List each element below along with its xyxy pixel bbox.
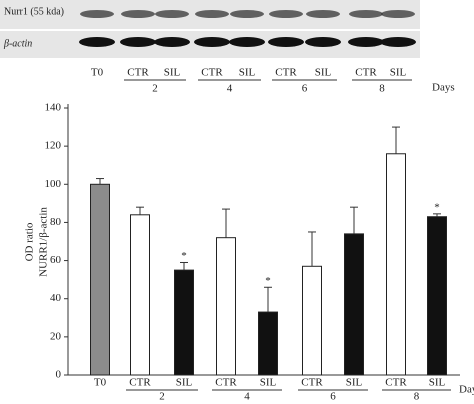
group-label: 2 — [159, 391, 165, 403]
error-bar — [433, 213, 441, 217]
blot-group-label: 8 — [379, 83, 385, 95]
x-tick-label: CTR — [215, 377, 237, 389]
bar — [90, 183, 110, 376]
y-tick-label: 140 — [45, 102, 62, 114]
x-tick-label: SIL — [346, 377, 363, 389]
blot-band — [194, 37, 230, 47]
error-bar — [96, 178, 104, 185]
bar — [130, 214, 150, 376]
y-tick-label: 100 — [45, 178, 62, 190]
blot-lane-label: CTR — [127, 67, 149, 79]
blot-lane-label: SIL — [390, 67, 407, 79]
significance-marker: * — [181, 250, 187, 262]
x-axis-label: Days — [459, 384, 474, 396]
blot-band — [80, 10, 114, 18]
x-tick-label: CTR — [385, 377, 407, 389]
x-tick-label: T0 — [94, 377, 107, 389]
x-tick-label: SIL — [260, 377, 277, 389]
error-bar — [180, 261, 188, 271]
blot-lane-label: SIL — [315, 67, 332, 79]
bar — [258, 311, 278, 376]
group-label: 8 — [414, 391, 420, 403]
blot-band — [306, 10, 340, 18]
y-tick-label: 120 — [45, 140, 62, 152]
y-tick-label: 80 — [50, 216, 62, 228]
blot-lane-label: T0 — [91, 67, 104, 79]
significance-marker: * — [434, 201, 440, 213]
bar — [302, 265, 322, 376]
error-bar — [308, 231, 316, 267]
x-tick-label: CTR — [301, 377, 323, 389]
blot-lane-label: CTR — [201, 67, 223, 79]
blot-band — [154, 37, 190, 47]
blot-unit: Days — [432, 82, 455, 94]
blot-band — [120, 37, 156, 47]
blot-group-label: 6 — [302, 83, 308, 95]
blot-band — [155, 10, 189, 18]
bar — [216, 237, 236, 376]
y-axis-label: OD ratio — [24, 222, 36, 261]
error-bar — [392, 126, 400, 154]
blot-band — [195, 10, 229, 18]
blot-band — [381, 10, 415, 18]
significance-marker: * — [265, 275, 271, 287]
blot-group-label: 2 — [152, 83, 158, 95]
bar — [174, 269, 194, 376]
y-tick-label: 0 — [56, 369, 62, 381]
y-tick-label: 40 — [50, 292, 62, 304]
blot-band — [268, 37, 304, 47]
blot-band — [349, 10, 383, 18]
blot-lane-label: SIL — [239, 67, 256, 79]
bar — [427, 216, 447, 376]
group-label: 6 — [330, 391, 336, 403]
bar — [344, 233, 364, 376]
x-tick-label: SIL — [176, 377, 193, 389]
error-bar — [222, 208, 230, 238]
blot-lane-label: CTR — [275, 67, 297, 79]
y-tick-label: 60 — [50, 254, 62, 266]
error-bar — [136, 206, 144, 215]
error-bar — [350, 206, 358, 234]
blot-divider — [0, 29, 420, 31]
blot-band — [230, 10, 264, 18]
blot-band — [229, 37, 265, 47]
x-tick-label: CTR — [129, 377, 151, 389]
blot-band — [348, 37, 384, 47]
group-label: 4 — [244, 391, 250, 403]
blot-band — [269, 10, 303, 18]
y-tick-label: 20 — [50, 330, 62, 342]
blot-band — [121, 10, 155, 18]
blot-group-label: 4 — [227, 83, 233, 95]
bar — [386, 153, 406, 376]
blot-lane-label: CTR — [355, 67, 377, 79]
blot-lane-label: SIL — [164, 67, 181, 79]
blot-row-label: β-actin — [3, 38, 32, 49]
y-axis-label: NURR1/β-actin — [38, 207, 50, 277]
blot-band — [305, 37, 341, 47]
x-tick-label: SIL — [429, 377, 446, 389]
error-bar — [264, 286, 272, 313]
blot-band — [380, 37, 416, 47]
blot-row-label: Nurr1 (55 kda) — [4, 6, 64, 17]
blot-band — [79, 37, 115, 47]
